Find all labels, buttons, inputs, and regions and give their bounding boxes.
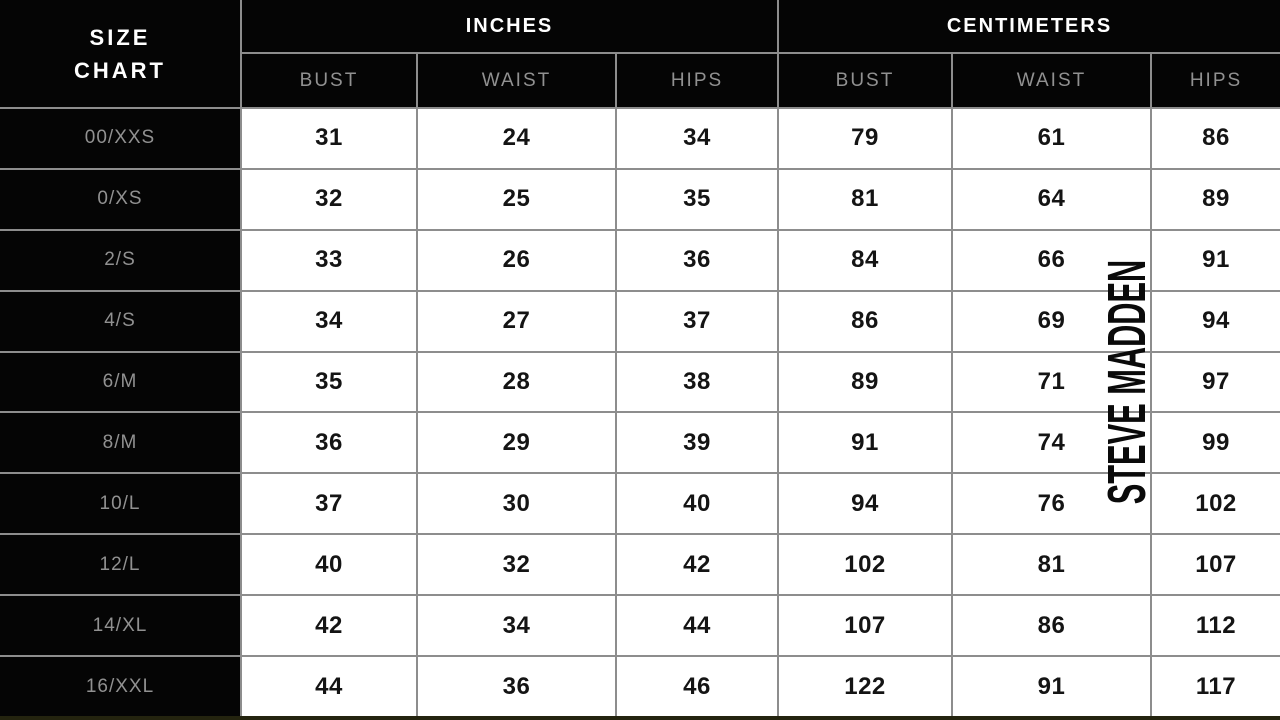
bottom-edge-strip: [0, 716, 1280, 720]
table-row: 8/M 36 29 39 91 74 99: [0, 411, 1280, 475]
size-label: 14/XL: [0, 594, 242, 658]
table-row: 2/S 33 26 36 84 66 91: [0, 228, 1280, 292]
inches-hips-cell: 35: [615, 167, 779, 231]
cm-bust-cell: 81: [777, 167, 953, 231]
cm-waist-cell: 81: [951, 533, 1152, 597]
cm-waist-cell: 71: [951, 350, 1152, 414]
size-label: 6/M: [0, 350, 242, 414]
inches-waist-cell: 28: [416, 350, 617, 414]
inches-hips-cell: 42: [615, 533, 779, 597]
cm-waist-header: WAIST: [951, 52, 1152, 109]
size-label: 12/L: [0, 533, 242, 597]
inches-hips-cell: 40: [615, 472, 779, 536]
size-chart-title-line1: SIZE: [89, 24, 151, 50]
inches-bust-cell: 36: [240, 411, 418, 475]
inches-waist-cell: 25: [416, 167, 617, 231]
table-row: 14/XL 42 34 44 107 86 112: [0, 594, 1280, 658]
inches-hips-header: HIPS: [615, 52, 779, 109]
centimeters-group-header: CENTIMETERS: [776, 0, 1280, 54]
inches-waist-cell: 32: [416, 533, 617, 597]
cm-bust-cell: 86: [777, 289, 953, 353]
size-label: 8/M: [0, 411, 242, 475]
size-chart-title-line2: CHART: [74, 57, 166, 83]
cm-waist-cell: 66: [951, 228, 1152, 292]
inches-waist-cell: 34: [416, 594, 617, 658]
size-table-body: 00/XXS 31 24 34 79 61 86 0/XS 32 25 35 8…: [0, 107, 1280, 718]
cm-waist-cell: 74: [951, 411, 1152, 475]
inches-bust-cell: 42: [240, 594, 418, 658]
cm-bust-cell: 89: [777, 350, 953, 414]
cm-waist-cell: 76: [951, 472, 1152, 536]
cm-hips-header: HIPS: [1149, 52, 1280, 109]
inches-waist-cell: 24: [416, 107, 617, 170]
cm-hips-cell: 94: [1149, 289, 1280, 353]
cm-bust-cell: 107: [777, 594, 953, 658]
inches-hips-cell: 46: [615, 655, 779, 718]
cm-hips-cell: 91: [1149, 228, 1280, 292]
inches-bust-header: BUST: [240, 52, 418, 109]
size-label: 00/XXS: [0, 107, 242, 170]
inches-hips-cell: 39: [615, 411, 779, 475]
inches-bust-cell: 40: [240, 533, 418, 597]
inches-waist-cell: 27: [416, 289, 617, 353]
table-row: 00/XXS 31 24 34 79 61 86: [0, 107, 1280, 170]
inches-waist-cell: 36: [416, 655, 617, 718]
inches-bust-cell: 34: [240, 289, 418, 353]
size-label: 10/L: [0, 472, 242, 536]
inches-waist-cell: 26: [416, 228, 617, 292]
inches-hips-cell: 34: [615, 107, 779, 170]
table-row: 16/XXL 44 36 46 122 91 117: [0, 655, 1280, 718]
table-row: 10/L 37 30 40 94 76 102: [0, 472, 1280, 536]
cm-bust-header: BUST: [777, 52, 953, 109]
inches-bust-cell: 32: [240, 167, 418, 231]
cm-bust-cell: 102: [777, 533, 953, 597]
cm-waist-cell: 61: [951, 107, 1152, 170]
cm-waist-cell: 64: [951, 167, 1152, 231]
size-label: 4/S: [0, 289, 242, 353]
size-label: 0/XS: [0, 167, 242, 231]
cm-bust-cell: 91: [777, 411, 953, 475]
size-chart-title: SIZE CHART: [0, 0, 242, 109]
cm-hips-cell: 97: [1149, 350, 1280, 414]
inches-waist-header: WAIST: [416, 52, 617, 109]
cm-bust-cell: 84: [777, 228, 953, 292]
cm-hips-cell: 86: [1149, 107, 1280, 170]
unit-header-row: SIZE CHART INCHES CENTIMETERS: [0, 0, 1280, 109]
size-label: 16/XXL: [0, 655, 242, 718]
inches-waist-cell: 29: [416, 411, 617, 475]
table-row: 12/L 40 32 42 102 81 107: [0, 533, 1280, 597]
inches-bust-cell: 33: [240, 228, 418, 292]
inches-group-header: INCHES: [240, 0, 779, 54]
table-row: 6/M 35 28 38 89 71 97: [0, 350, 1280, 414]
inches-bust-cell: 37: [240, 472, 418, 536]
inches-bust-cell: 35: [240, 350, 418, 414]
cm-bust-cell: 79: [777, 107, 953, 170]
cm-hips-cell: 99: [1149, 411, 1280, 475]
cm-waist-cell: 69: [951, 289, 1152, 353]
inches-hips-cell: 44: [615, 594, 779, 658]
cm-hips-cell: 107: [1149, 533, 1280, 597]
cm-hips-cell: 112: [1149, 594, 1280, 658]
cm-hips-cell: 102: [1149, 472, 1280, 536]
inches-hips-cell: 37: [615, 289, 779, 353]
cm-bust-cell: 122: [777, 655, 953, 718]
inches-hips-cell: 36: [615, 228, 779, 292]
size-label: 2/S: [0, 228, 242, 292]
cm-hips-cell: 89: [1149, 167, 1280, 231]
inches-bust-cell: 31: [240, 107, 418, 170]
inches-hips-cell: 38: [615, 350, 779, 414]
table-row: 0/XS 32 25 35 81 64 89: [0, 167, 1280, 231]
measure-header-row: BUST WAIST HIPS BUST WAIST HIPS: [0, 52, 1280, 109]
table-row: 4/S 34 27 37 86 69 94: [0, 289, 1280, 353]
cm-waist-cell: 86: [951, 594, 1152, 658]
inches-waist-cell: 30: [416, 472, 617, 536]
cm-hips-cell: 117: [1149, 655, 1280, 718]
cm-waist-cell: 91: [951, 655, 1152, 718]
cm-bust-cell: 94: [777, 472, 953, 536]
inches-bust-cell: 44: [240, 655, 418, 718]
